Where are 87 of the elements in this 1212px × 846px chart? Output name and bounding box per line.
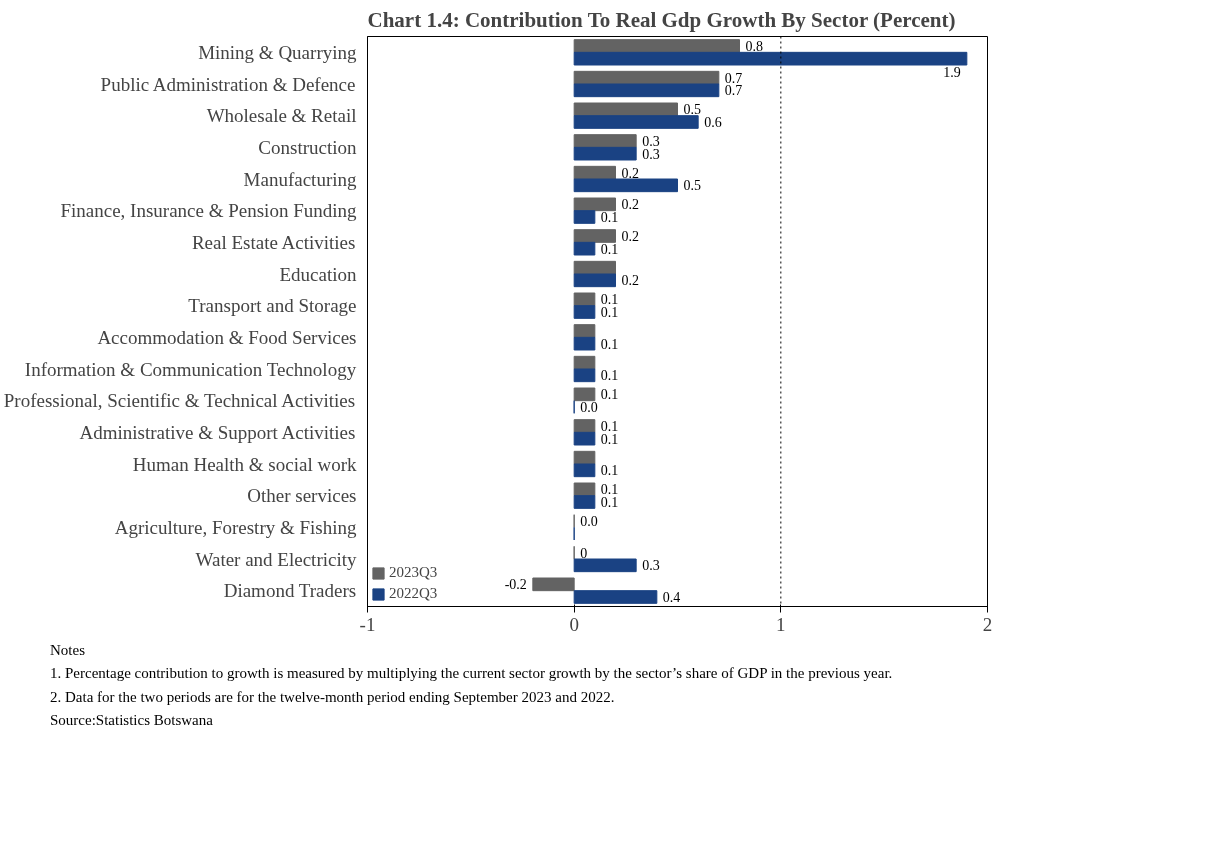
bar xyxy=(573,51,968,66)
data-label: 0.3 xyxy=(642,134,660,149)
data-label: 0.0 xyxy=(580,400,598,415)
data-label: 0.4 xyxy=(662,590,681,605)
bar xyxy=(573,178,678,193)
data-label: 0.1 xyxy=(600,463,619,479)
bar xyxy=(573,229,616,243)
source-note: Source:Statistics Botswana xyxy=(50,711,214,731)
data-label: 0.1 xyxy=(600,210,619,225)
data-label: 0.0 xyxy=(580,514,598,529)
bar xyxy=(573,102,678,117)
bar xyxy=(573,115,699,129)
bar xyxy=(573,39,740,53)
bar xyxy=(532,577,575,592)
x-tick-label: -1 xyxy=(359,613,376,635)
bar xyxy=(573,146,637,161)
data-label: 0.5 xyxy=(683,178,701,194)
data-label: 0.3 xyxy=(642,558,660,574)
y-tick-label: Administrative & Support Activities xyxy=(79,421,356,443)
bar xyxy=(573,134,637,148)
x-tick-label: 0 xyxy=(569,613,579,635)
data-label: 0.1 xyxy=(600,495,619,510)
data-label: 0.1 xyxy=(600,336,619,352)
chart-title: Chart 1.4: Contribution To Real Gdp Growth By Sector (Percent) xyxy=(367,7,956,32)
y-tick-label: Finance, Insurance & Pension Funding xyxy=(60,200,357,222)
data-label: 0.2 xyxy=(621,165,639,181)
bar xyxy=(573,197,616,212)
data-label: 0.2 xyxy=(621,197,639,213)
data-label: 0.7 xyxy=(724,83,743,99)
text: 2. Data for the two periods are for the twelve-month period ending September 2023 and 2022. xyxy=(50,687,616,707)
y-tick-label: Information & Communication Technology xyxy=(24,358,357,380)
bar xyxy=(573,419,596,433)
y-tick-label: Public Administration & Defence xyxy=(100,73,356,95)
bar xyxy=(573,210,596,224)
data-label: 0.2 xyxy=(621,229,639,244)
bar xyxy=(573,305,596,319)
data-label: 0.1 xyxy=(600,482,619,498)
y-tick-label: Water and Electricity xyxy=(195,548,357,570)
bar xyxy=(573,336,596,351)
bar xyxy=(573,387,596,402)
data-label: 0.1 xyxy=(600,292,619,308)
data-label: 0.2 xyxy=(621,273,639,289)
y-tick-label: Construction xyxy=(258,136,357,158)
text: Notes xyxy=(50,641,86,660)
data-label: 0.7 xyxy=(724,70,743,86)
data-label: 0 xyxy=(580,545,588,561)
bar xyxy=(573,273,616,288)
bar xyxy=(573,431,596,446)
y-tick-label: Human Health & social work xyxy=(132,453,357,475)
text: 1. Percentage contribution to growth is measured by multiplying the current sector growth by the sector’s share of GDP in the previous year. xyxy=(50,664,893,684)
bar xyxy=(573,590,658,604)
data-label: 0.1 xyxy=(600,241,619,257)
y-tick-label: Diamond Traders xyxy=(223,580,357,602)
data-label: 0.6 xyxy=(704,115,722,130)
data-label: 0.3 xyxy=(642,146,660,162)
y-tick-label: Accommodation & Food Services xyxy=(97,326,357,348)
bar xyxy=(573,241,596,256)
bar xyxy=(573,482,596,497)
bar xyxy=(573,324,596,338)
data-label: 1.9 xyxy=(943,64,961,80)
bar xyxy=(573,558,637,573)
data-label: 0.8 xyxy=(745,39,763,54)
bar xyxy=(573,292,596,307)
x-tick-label: 2 xyxy=(982,613,993,635)
bar xyxy=(573,368,596,383)
y-tick-label: Agriculture, Forestry & Fishing xyxy=(114,516,357,538)
y-tick-label: Professional, Scientific & Technical Activities xyxy=(3,390,356,412)
data-label: 0.5 xyxy=(683,102,701,118)
data-label: -0.2 xyxy=(504,577,527,593)
y-tick-label: Transport and Storage xyxy=(188,295,357,317)
x-tick-label: 1 xyxy=(776,613,786,635)
y-tick-label: Wholesale & Retail xyxy=(206,105,357,127)
bar xyxy=(573,495,596,509)
legend-label: 2022Q3 xyxy=(389,585,438,602)
y-tick-label: Other services xyxy=(247,485,357,507)
y-tick-label: Manufacturing xyxy=(243,168,357,190)
y-tick-label: Education xyxy=(279,263,357,285)
bar xyxy=(573,463,596,478)
bar xyxy=(573,83,720,98)
y-tick-label: Mining & Quarrying xyxy=(198,41,357,63)
data-label: 0.1 xyxy=(600,431,619,447)
data-label: 0.1 xyxy=(600,419,619,434)
data-label: 0.1 xyxy=(600,305,619,320)
data-label: 0.1 xyxy=(600,387,619,403)
y-tick-label: Real Estate Activities xyxy=(191,231,356,253)
legend-label: 2023Q3 xyxy=(389,564,438,581)
data-label: 0.1 xyxy=(600,368,619,384)
